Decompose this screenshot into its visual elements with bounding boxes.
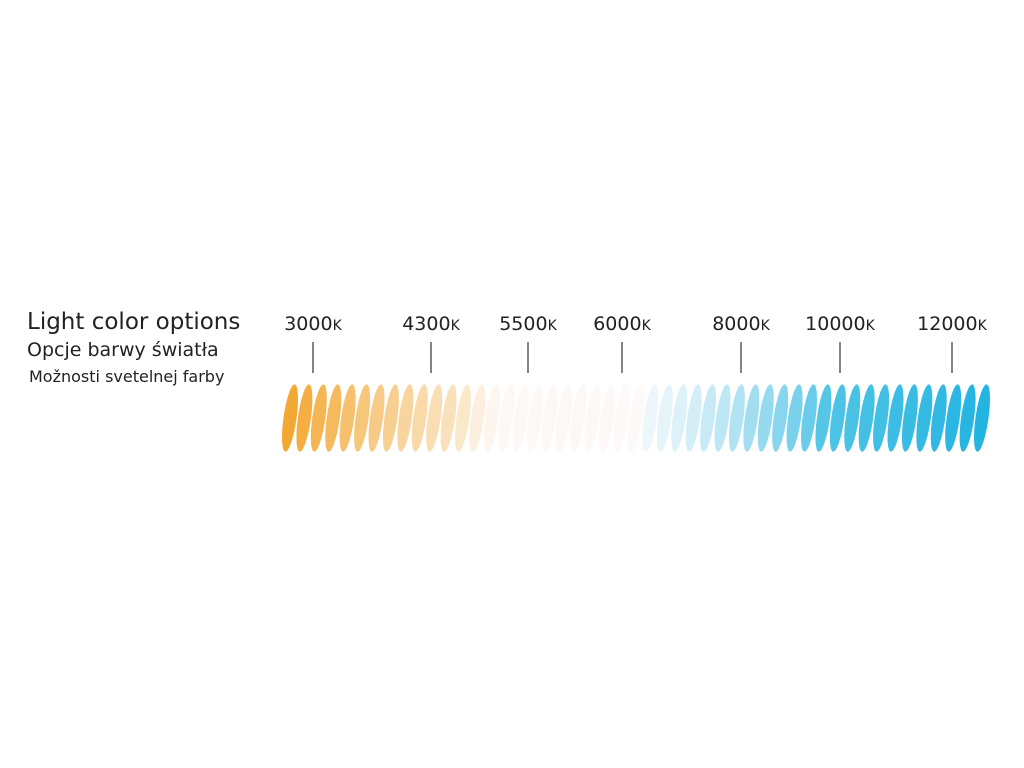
temperature-unit: K	[866, 318, 876, 334]
temperature-label: 5500K	[499, 313, 557, 335]
color-swatch	[555, 384, 572, 452]
color-strip	[282, 384, 990, 452]
color-swatch	[945, 384, 962, 452]
temperature-value: 5500	[499, 313, 547, 335]
color-swatch	[873, 384, 890, 452]
color-swatch	[541, 384, 558, 452]
color-swatch	[844, 384, 861, 452]
color-swatch	[570, 384, 587, 452]
color-swatch	[801, 384, 817, 452]
temperature-value: 8000	[712, 313, 760, 335]
temperature-label: 8000K	[712, 313, 770, 335]
scale: 3000K 4300K 5500K 6000K 8000K 10000K 12000K	[284, 313, 988, 373]
color-swatch	[325, 384, 342, 452]
color-swatch	[858, 384, 875, 452]
color-swatch	[512, 384, 529, 452]
subtitle: Opcje barwy światła	[27, 339, 219, 361]
color-swatch	[527, 384, 544, 452]
color-swatch	[440, 384, 457, 452]
color-swatch	[282, 384, 298, 452]
temperature-unit: K	[451, 318, 461, 334]
color-swatch	[498, 384, 515, 452]
color-swatch	[901, 384, 918, 452]
temperature-unit: K	[978, 318, 988, 334]
color-swatch	[656, 384, 673, 452]
temperature-unit: K	[642, 318, 652, 334]
color-swatch	[368, 384, 385, 452]
temperature-unit: K	[761, 318, 771, 334]
temperature-value: 4300	[402, 313, 450, 335]
temperature-unit: K	[333, 318, 343, 334]
subtitle: Možnosti svetelnej farby	[29, 367, 224, 386]
color-swatch	[426, 384, 443, 452]
color-swatch	[411, 384, 428, 452]
color-swatch	[974, 384, 990, 452]
color-swatch	[743, 384, 760, 452]
color-swatch	[397, 384, 414, 452]
title: Light color options	[27, 309, 240, 335]
color-swatch	[584, 384, 601, 452]
color-swatch	[815, 384, 832, 452]
color-swatch	[599, 384, 616, 452]
color-swatch	[757, 384, 774, 452]
temperature-label: 6000K	[593, 313, 651, 335]
color-swatch	[469, 384, 486, 452]
color-swatch	[354, 384, 371, 452]
color-swatch	[728, 384, 745, 452]
temperature-value: 10000	[805, 313, 865, 335]
color-swatch	[887, 384, 904, 452]
temperature-label: 10000K	[805, 313, 875, 335]
color-swatch	[382, 384, 399, 452]
color-swatch	[786, 384, 803, 452]
temperature-label: 4300K	[402, 313, 460, 335]
color-swatch	[671, 384, 688, 452]
color-swatch	[642, 384, 659, 452]
temperature-label: 3000K	[284, 313, 342, 335]
temperature-label: 12000K	[917, 313, 987, 335]
color-swatch	[700, 384, 717, 452]
color-swatch	[483, 384, 500, 452]
color-swatch	[310, 384, 327, 452]
temperature-unit: K	[548, 318, 558, 334]
color-swatch	[714, 384, 731, 452]
color-swatch	[685, 384, 702, 452]
color-swatch	[613, 384, 630, 452]
color-swatch	[628, 384, 644, 452]
color-swatch	[772, 384, 789, 452]
color-swatch	[930, 384, 947, 452]
color-swatch	[296, 384, 313, 452]
color-swatch	[829, 384, 846, 452]
color-swatch	[339, 384, 356, 452]
color-swatch	[455, 384, 471, 452]
temperature-value: 3000	[284, 313, 332, 335]
color-swatch	[916, 384, 933, 452]
color-swatch	[959, 384, 976, 452]
temperature-value: 12000	[917, 313, 977, 335]
temperature-value: 6000	[593, 313, 641, 335]
